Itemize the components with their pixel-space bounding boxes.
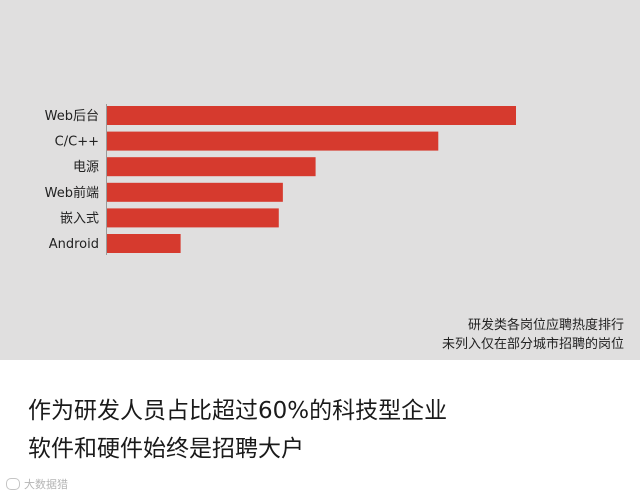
chart-note-line-1: 研发类各岗位应聘热度排行	[467, 318, 624, 333]
bar-2	[107, 157, 316, 177]
chart-panel: Web后台 C/C++ 电源 Web前端嵌入式 Android 研发类各岗位应聘热度排行…	[0, 0, 640, 360]
category-label-1: C/C++	[55, 135, 99, 150]
bar-5	[107, 234, 181, 253]
caption-line-2: 软件和硬件始终是招聘大户	[28, 436, 304, 462]
category-label-4: 嵌入式	[60, 211, 99, 226]
watermark-logo-icon	[6, 478, 20, 490]
bar-3	[107, 182, 283, 202]
bar-0	[107, 106, 516, 125]
bar-1	[107, 131, 439, 151]
watermark: 大数据猎	[6, 476, 68, 492]
category-label-2: 电源	[73, 160, 99, 175]
category-label-5: Android	[49, 237, 99, 252]
chart-note: 研发类各岗位应聘热度排行 未列入仅在部分城市招聘的岗位	[442, 316, 624, 354]
watermark-text: 大数据猎	[24, 478, 68, 491]
category-label-0: Web后台	[45, 109, 99, 124]
caption: 作为研发人员占比超过60%的科技型企业 软件和硬件始终是招聘大户	[28, 392, 447, 468]
chart-note-line-2: 未列入仅在部分城市招聘的岗位	[441, 337, 624, 352]
caption-line-1: 作为研发人员占比超过60%的科技型企业	[28, 398, 448, 424]
bar-4	[107, 208, 279, 228]
category-label-3: Web前端	[45, 185, 99, 201]
